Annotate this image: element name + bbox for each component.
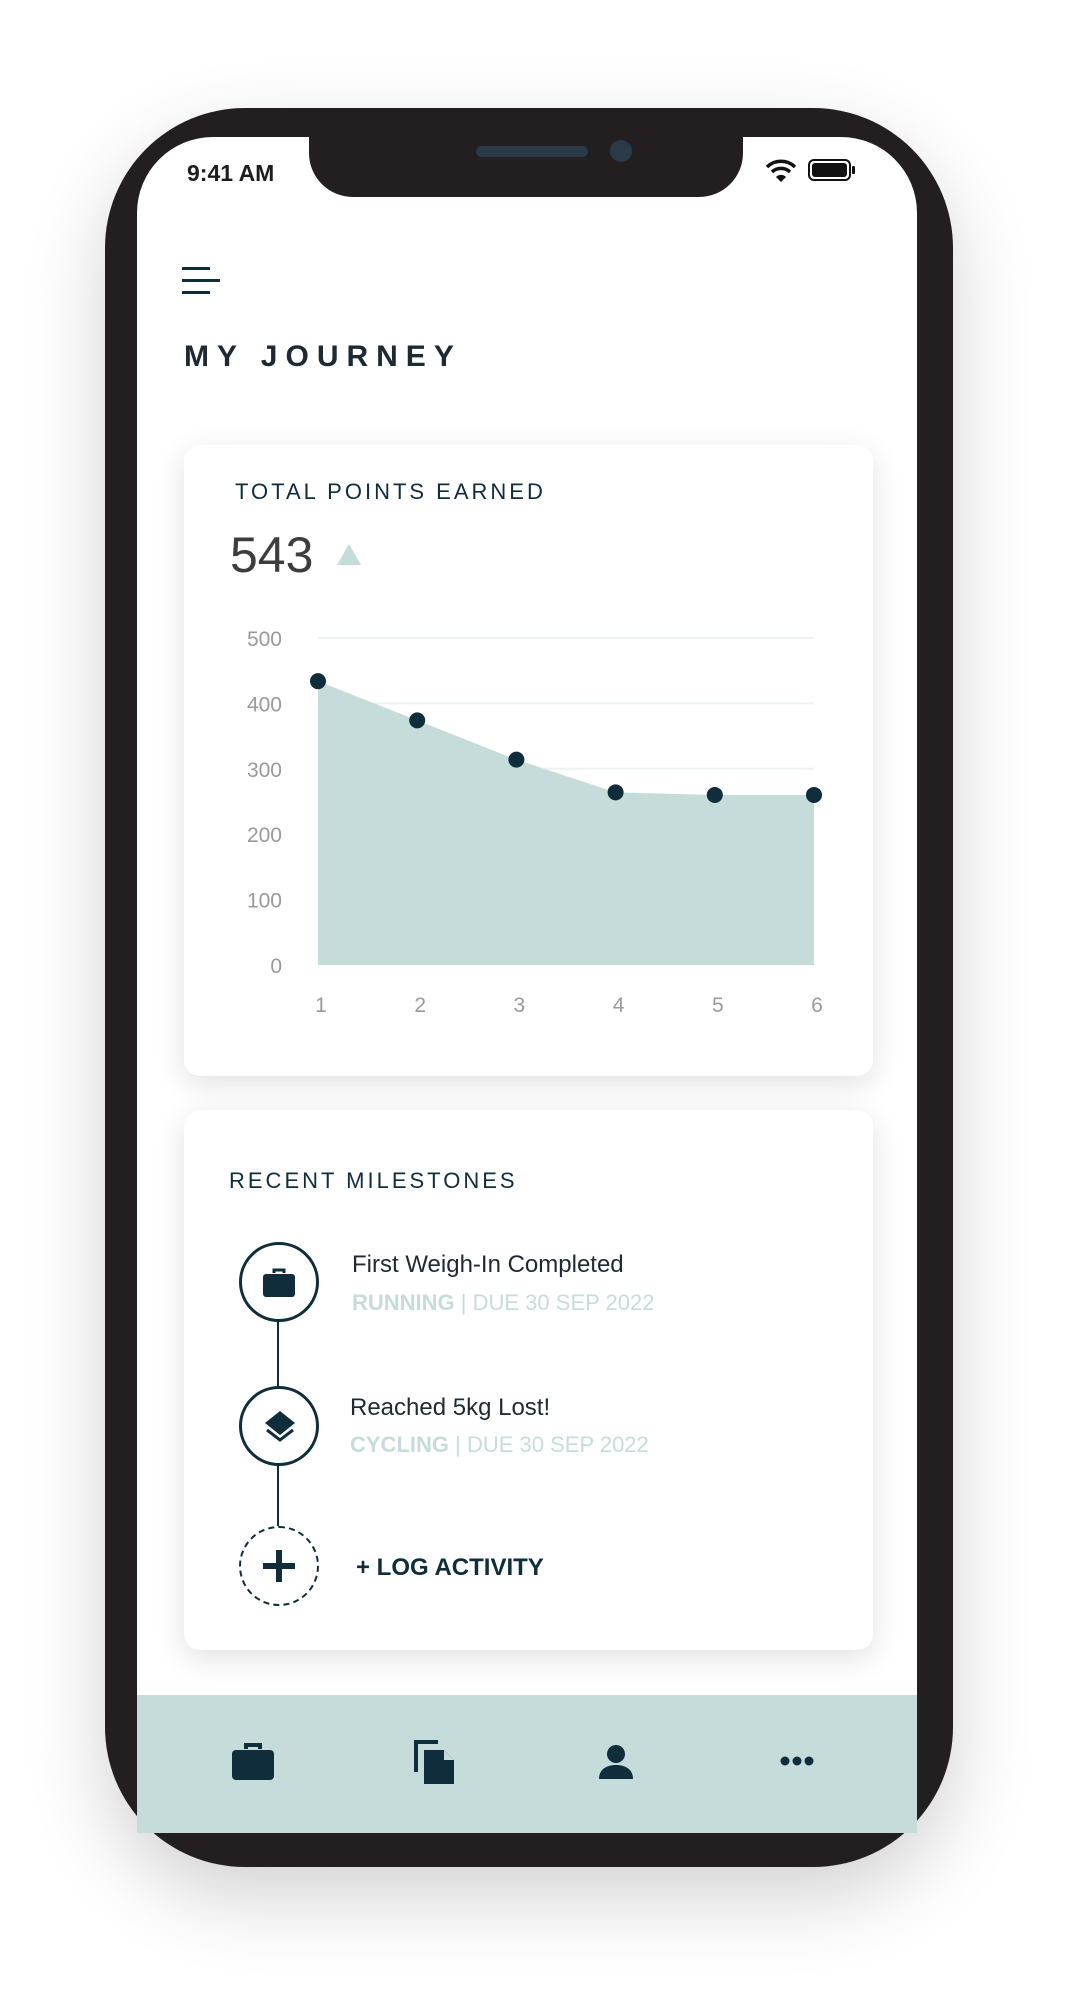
y-tick-label: 0 bbox=[270, 955, 282, 978]
y-tick-label: 300 bbox=[247, 759, 282, 782]
notch bbox=[309, 130, 743, 197]
x-tick-label: 6 bbox=[811, 994, 823, 1017]
data-point bbox=[806, 786, 822, 803]
milestone-meta: CYCLING | DUE 30 SEP 2022 bbox=[350, 1432, 649, 1458]
x-tick-label: 2 bbox=[414, 994, 426, 1017]
nav-more-icon[interactable] bbox=[780, 1756, 814, 1766]
x-tick-label: 4 bbox=[613, 994, 625, 1017]
milestone-meta: RUNNING | DUE 30 SEP 2022 bbox=[352, 1290, 654, 1316]
y-tick-label: 400 bbox=[247, 693, 282, 716]
milestones-title: RECENT MILESTONES bbox=[229, 1168, 518, 1193]
battery-icon bbox=[808, 159, 855, 181]
milestone-due: | DUE 30 SEP 2022 bbox=[460, 1290, 655, 1315]
points-chart: 0 100 200 300 400 500 1 2 3 4 5 6 bbox=[247, 628, 823, 1017]
milestone-due: | DUE 30 SEP 2022 bbox=[455, 1432, 649, 1457]
milestone-icon-circle bbox=[239, 1386, 319, 1466]
log-activity-circle[interactable] bbox=[239, 1526, 319, 1606]
hamburger-menu-icon[interactable] bbox=[182, 266, 220, 296]
milestone-title: Reached 5kg Lost! bbox=[350, 1394, 551, 1421]
milestone-category: CYCLING bbox=[350, 1432, 449, 1457]
milestone-icon-circle bbox=[239, 1242, 319, 1322]
layers-icon bbox=[265, 1411, 295, 1442]
x-tick-label: 5 bbox=[712, 994, 724, 1017]
log-activity-button[interactable]: + LOG ACTIVITY bbox=[356, 1554, 544, 1581]
y-tick-label: 500 bbox=[247, 628, 282, 651]
timeline-connector bbox=[277, 1464, 279, 1526]
triangle-up-icon bbox=[337, 544, 361, 565]
data-point bbox=[607, 784, 624, 801]
data-point bbox=[706, 786, 723, 803]
status-time: 9:41 AM bbox=[187, 160, 275, 186]
data-point bbox=[508, 751, 525, 768]
milestone-title: First Weigh-In Completed bbox=[352, 1251, 624, 1278]
nav-documents-icon[interactable] bbox=[414, 1740, 456, 1784]
wifi-icon bbox=[765, 159, 797, 182]
camera bbox=[610, 140, 632, 162]
data-point bbox=[310, 673, 326, 690]
x-tick-label: 3 bbox=[514, 994, 526, 1017]
timeline-connector bbox=[277, 1320, 279, 1386]
nav-briefcase-icon[interactable] bbox=[232, 1742, 274, 1780]
area-fill bbox=[318, 681, 814, 965]
milestone-category: RUNNING bbox=[352, 1290, 455, 1315]
speaker bbox=[476, 146, 588, 157]
points-label: TOTAL POINTS EARNED bbox=[235, 479, 546, 504]
x-tick-label: 1 bbox=[315, 994, 327, 1017]
y-tick-label: 200 bbox=[247, 824, 282, 847]
plus-icon bbox=[263, 1550, 295, 1582]
points-card bbox=[184, 445, 873, 1076]
nav-user-icon[interactable] bbox=[599, 1745, 633, 1779]
points-total: 543 bbox=[230, 527, 314, 583]
data-point bbox=[409, 712, 426, 729]
y-tick-label: 100 bbox=[247, 890, 282, 913]
briefcase-icon bbox=[263, 1268, 295, 1297]
page-title: MY JOURNEY bbox=[184, 340, 462, 373]
